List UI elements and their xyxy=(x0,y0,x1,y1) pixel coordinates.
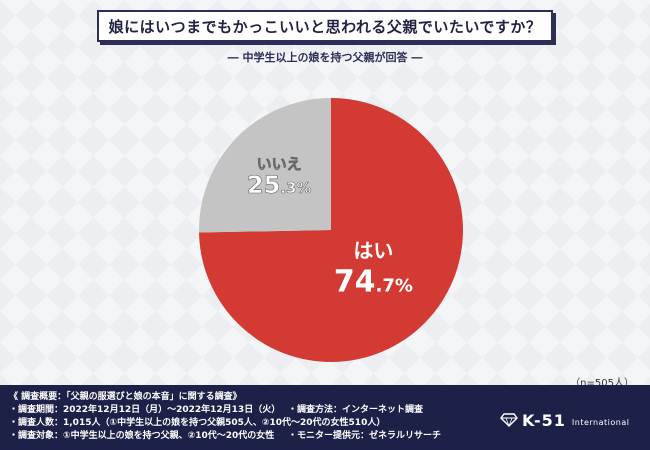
survey-provider: ・モニター提供元：ゼネラルリサーチ xyxy=(288,431,442,441)
sample-size-note: （n=505人） xyxy=(570,378,634,389)
survey-count: ・調査人数：1,015人（①中学生以上の娘を持つ父親505人、②10代～20代の… xyxy=(9,418,386,428)
k51-logo: K-51 International xyxy=(500,409,640,431)
survey-method: ・調査方法：インターネット調査 xyxy=(288,405,424,415)
chart-title: 娘にはいつまでもかっこいいと思われる父親でいたいですか？ xyxy=(97,10,553,42)
survey-heading: 《 調査概要：「父親の服選びと娘の本音」に関する調査》 xyxy=(9,392,242,402)
diamond-icon xyxy=(500,413,518,427)
slice-value-0: 74.7% xyxy=(334,265,413,300)
slice-label-0: はい xyxy=(353,239,393,263)
pie-slice-1 xyxy=(199,98,331,233)
logo-subtext: International xyxy=(571,417,630,427)
slice-value-1: 25.3% xyxy=(247,171,312,199)
pie-slice-0 xyxy=(199,98,464,363)
slice-label-1: いいえ xyxy=(257,155,302,173)
logo-text: K-51 xyxy=(522,410,566,430)
chart-subtitle: ― 中学生以上の娘を持つ父親が回答 ― xyxy=(227,51,423,64)
survey-footer: 《 調査概要：「父親の服選びと娘の本音」に関する調査》 ・調査期間：2022年1… xyxy=(0,385,650,450)
survey-period: ・調査期間：2022年12月12日（月）～2022年12月13日（火） xyxy=(9,405,281,415)
survey-target: ・調査対象：①中学生以上の娘を持つ父親、②10代～20代の女性 xyxy=(9,431,275,441)
